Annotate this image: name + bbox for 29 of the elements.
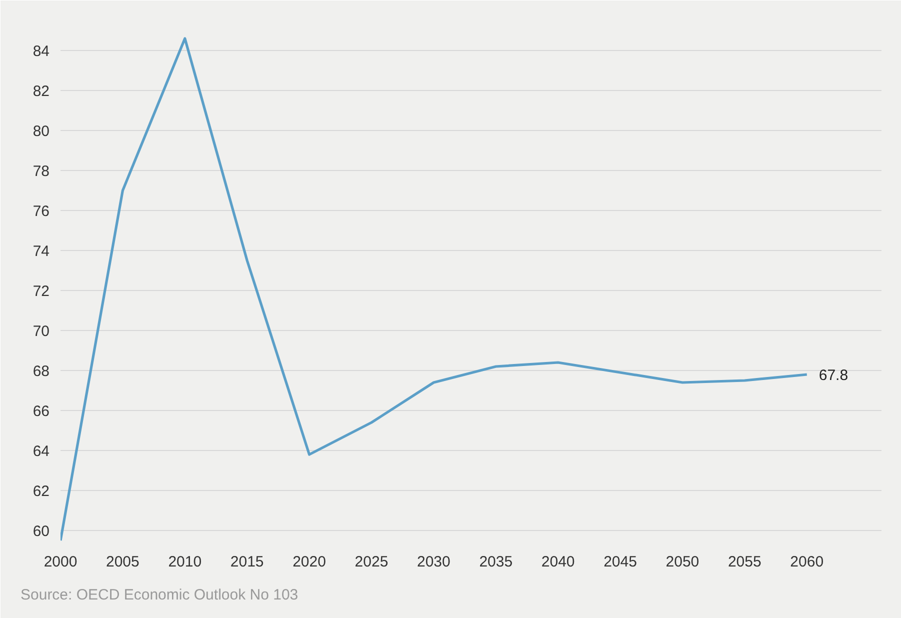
x-tick-label: 2035: [479, 554, 513, 570]
y-tick-label: 74: [32, 243, 50, 260]
y-tick-label: 64: [32, 443, 50, 460]
x-tick-label: 2055: [728, 554, 762, 570]
line-series: [60, 37, 808, 542]
x-tick-label: 2015: [230, 554, 264, 570]
x-tick-label: 2010: [168, 554, 202, 570]
y-tick-label: 82: [32, 83, 50, 100]
y-tick-label: 84: [32, 43, 50, 60]
y-tick-label: 68: [32, 363, 50, 380]
y-tick-label: 72: [32, 283, 50, 300]
x-tick-label: 2045: [604, 554, 637, 570]
data-label: 67.8: [818, 367, 848, 384]
x-tick-label: 2030: [416, 554, 450, 570]
source-note: Source: OECD Economic Outlook No 103: [20, 586, 298, 604]
x-tick-label: 2020: [292, 554, 326, 570]
y-tick-label: 76: [32, 203, 50, 220]
y-tick-label: 66: [32, 403, 50, 420]
x-tick-label: 2025: [354, 554, 388, 570]
y-tick-label: 70: [32, 323, 50, 340]
x-tick-label: 2005: [106, 554, 140, 570]
x-tick-label: 2000: [44, 554, 78, 570]
y-tick-label: 62: [32, 483, 50, 500]
x-tick-label: 2040: [541, 554, 575, 570]
y-tick-label: 80: [32, 123, 50, 140]
x-tick-label: 2060: [790, 554, 824, 570]
y-tick-label: 78: [32, 163, 50, 180]
y-tick-label: 60: [32, 523, 50, 540]
x-tick-label: 2050: [666, 554, 700, 570]
